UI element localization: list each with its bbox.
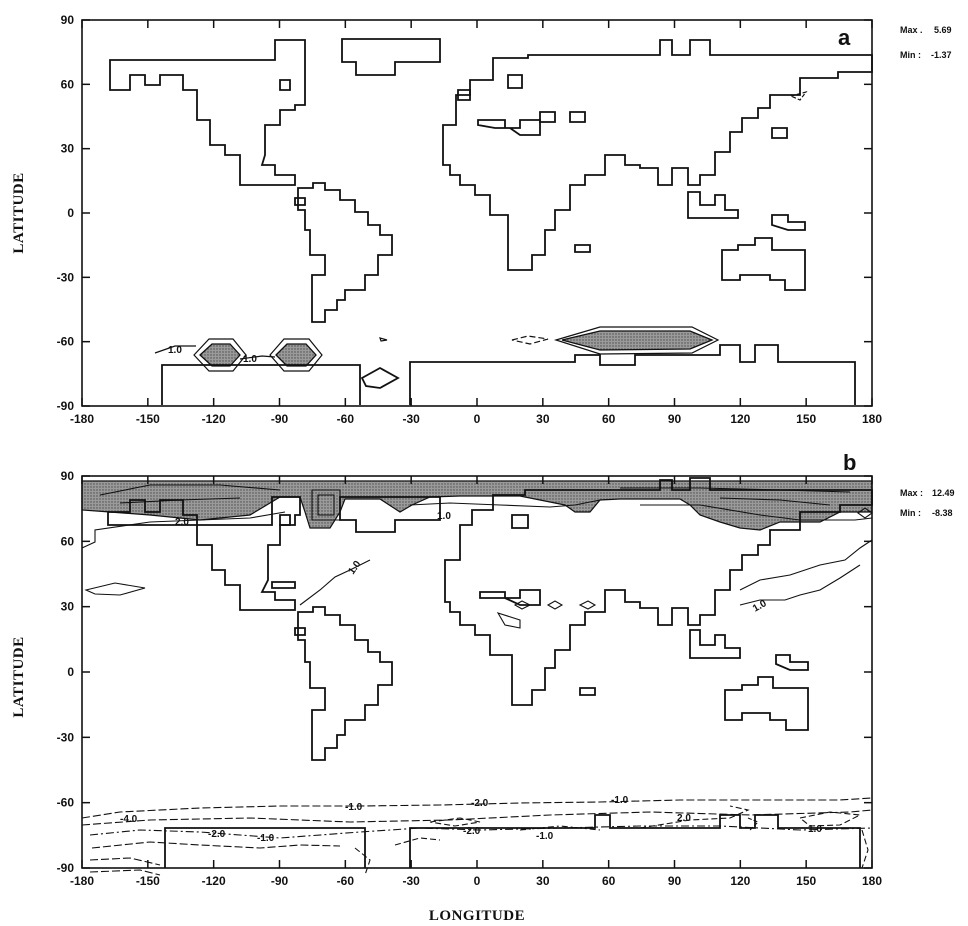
contour-label: -1.0 [345, 802, 363, 813]
y-tick-label: 0 [67, 665, 74, 679]
x-tick-label: -180 [70, 874, 94, 888]
x-tick-label: -90 [271, 412, 289, 426]
y-tick-label: 90 [61, 469, 75, 483]
y-tick-labels-b: 90 60 30 0 -30 -60 -90 [57, 469, 75, 875]
max-value-b: 12.49 [932, 488, 955, 498]
tick-marks-b [81, 475, 873, 869]
y-tick-label: 30 [61, 142, 75, 156]
x-tick-label: -120 [202, 874, 226, 888]
shaded-region [561, 330, 714, 351]
max-label-a: Max . [900, 25, 923, 35]
panel-a: a Max . 5.69 Min : -1.37 1.0 1.0 [11, 13, 952, 426]
y-tick-label: -90 [57, 399, 75, 413]
dashed-contours-b [81, 797, 873, 876]
contour-label: 1.0 [437, 511, 451, 522]
max-label-b: Max : [900, 488, 923, 498]
y-axis-title-b: LATITUDE [11, 636, 27, 717]
x-tick-label: 0 [474, 412, 481, 426]
x-tick-labels-b: -180 -150 -120 -90 -60 -30 0 30 60 90 120 150 180 [70, 874, 882, 888]
contour-label: 1.0 [808, 824, 822, 835]
contour-lines-b [81, 484, 873, 629]
x-tick-label: 180 [862, 874, 882, 888]
tick-marks-a [81, 19, 873, 407]
contour-label: 2.0 [175, 517, 189, 528]
contour-label: -1.0 [536, 831, 554, 842]
shaded-region [81, 480, 873, 531]
panel-label-b: b [843, 450, 856, 475]
x-tick-label: 60 [602, 874, 616, 888]
x-tick-label: 180 [862, 412, 882, 426]
y-tick-label: -90 [57, 861, 75, 875]
min-value-a: -1.37 [931, 50, 952, 60]
contour-label: -1.0 [611, 795, 629, 806]
x-tick-label: 30 [536, 874, 550, 888]
x-tick-label: -180 [70, 412, 94, 426]
x-tick-label: 0 [474, 874, 481, 888]
x-tick-label: -60 [337, 874, 355, 888]
y-tick-label: -60 [57, 796, 75, 810]
contour-label: 1.0 [168, 345, 182, 356]
panel-label-a: a [838, 25, 851, 50]
y-tick-label: -30 [57, 270, 75, 284]
min-label-a: Min : [900, 50, 921, 60]
y-tick-label: 0 [67, 206, 74, 220]
x-tick-label: 150 [796, 412, 816, 426]
panel-b: b Max : 12.49 Min : -8.38 1.0 [11, 450, 955, 924]
min-value-b: -8.38 [932, 508, 953, 518]
x-tick-label: -120 [202, 412, 226, 426]
y-tick-label: 30 [61, 600, 75, 614]
contour-label: -4.0 [120, 814, 138, 825]
x-tick-label: -30 [402, 412, 420, 426]
x-tick-label: 60 [602, 412, 616, 426]
contour-label: 2.0 [677, 813, 691, 824]
y-tick-label: 60 [61, 77, 75, 91]
contour-label: -2.0 [471, 798, 489, 809]
contour-label: -2.0 [208, 829, 226, 840]
x-tick-label: 150 [796, 874, 816, 888]
y-tick-labels-a: 90 60 30 0 -30 -60 -90 [57, 13, 75, 413]
y-tick-label: 90 [61, 13, 75, 27]
x-tick-label: -30 [402, 874, 420, 888]
x-tick-label: 120 [730, 412, 750, 426]
contour-label: -1.0 [257, 833, 275, 844]
max-value-a: 5.69 [934, 25, 952, 35]
x-tick-label: -150 [136, 412, 160, 426]
contour-label: -2.0 [463, 826, 481, 837]
x-tick-label: -60 [337, 412, 355, 426]
coastlines-b [107, 477, 873, 868]
x-axis-title: LONGITUDE [429, 908, 525, 924]
shaded-region [275, 343, 317, 367]
x-tick-label: 120 [730, 874, 750, 888]
x-tick-labels-a: -180 -150 -120 -90 -60 -30 0 30 60 90 120 150 180 [70, 412, 882, 426]
y-axis-title-a: LATITUDE [11, 172, 27, 253]
x-tick-label: -150 [136, 874, 160, 888]
plot-frame-b [81, 475, 873, 869]
y-tick-label: -60 [57, 335, 75, 349]
y-tick-label: -30 [57, 730, 75, 744]
contour-lines [154, 90, 808, 372]
shaded-region [199, 343, 241, 367]
x-tick-label: 30 [536, 412, 550, 426]
y-tick-label: 60 [61, 534, 75, 548]
x-tick-label: 90 [668, 874, 682, 888]
coastlines-a [109, 38, 873, 405]
x-tick-label: -90 [271, 874, 289, 888]
contour-label: 1.0 [346, 559, 363, 577]
contour-label: 1.0 [243, 354, 257, 365]
x-tick-label: 90 [668, 412, 682, 426]
min-label-b: Min : [900, 508, 921, 518]
